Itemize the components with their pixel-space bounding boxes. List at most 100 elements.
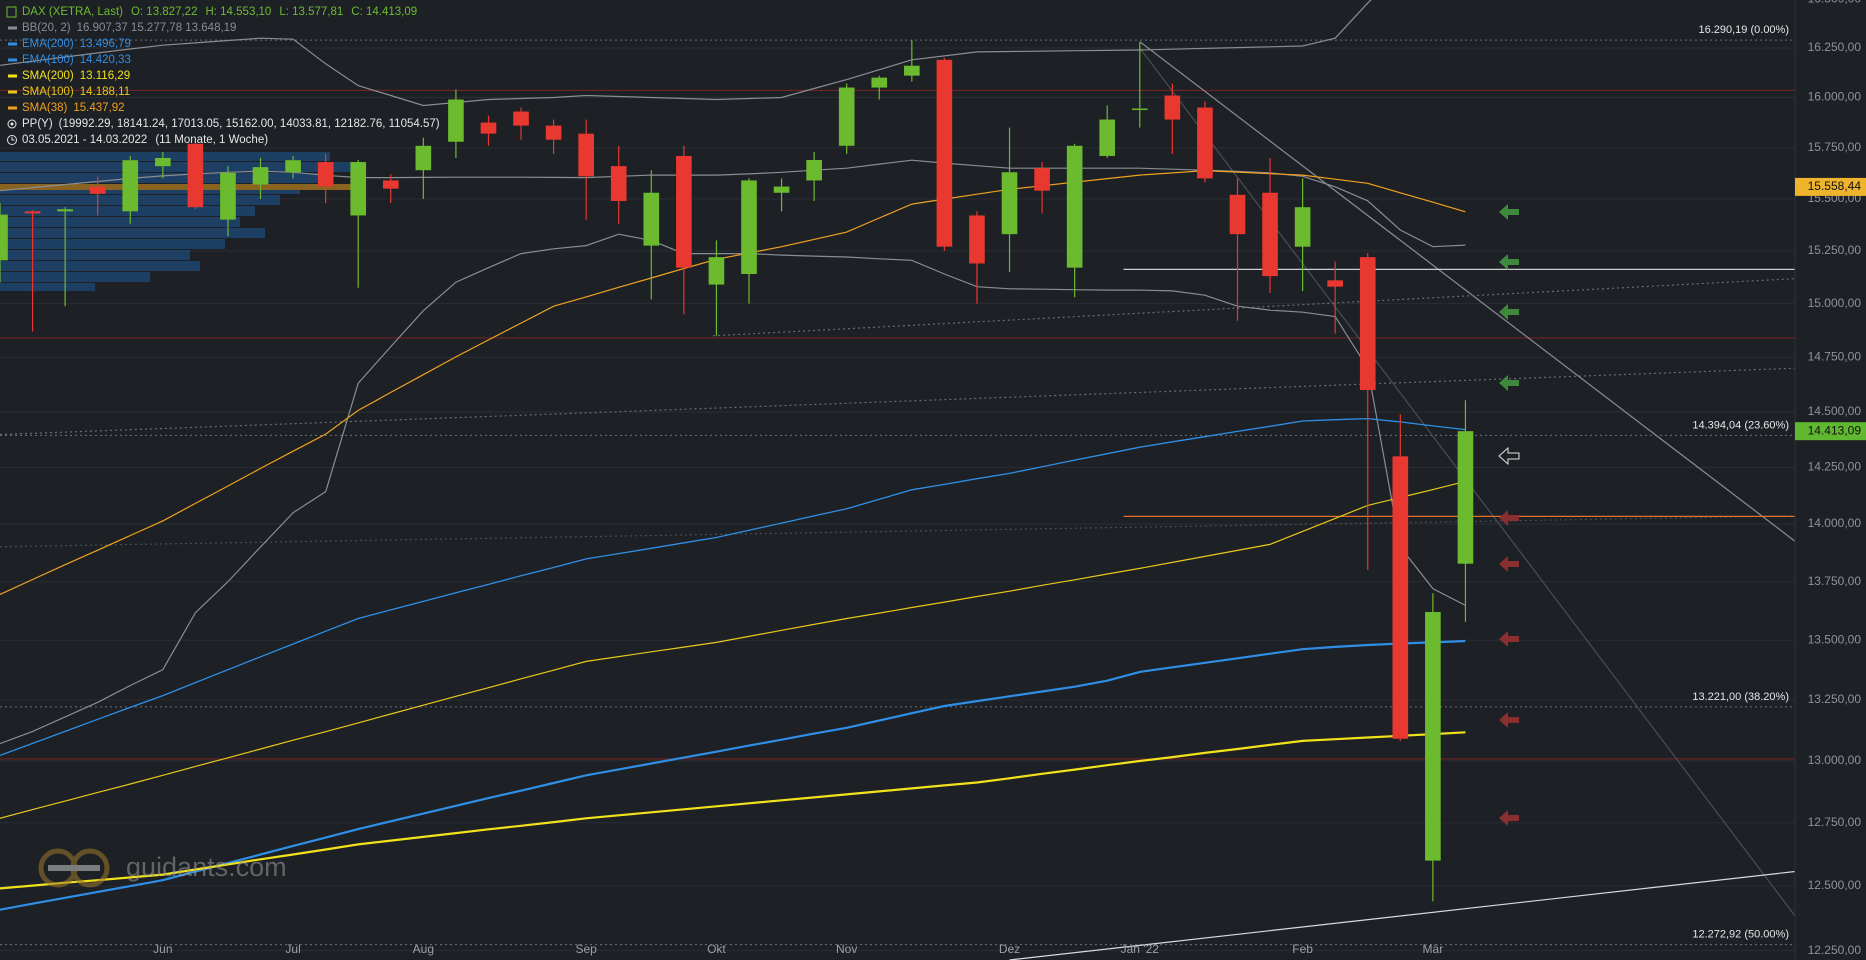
profile-bar <box>0 261 200 271</box>
candle-body <box>741 180 757 274</box>
profile-bar <box>0 272 150 282</box>
legend-swatch <box>8 26 17 30</box>
arrow-down-signal <box>1499 556 1519 572</box>
candle-body <box>1229 194 1246 235</box>
candle-body <box>24 211 41 214</box>
ma-line <box>0 639 1466 911</box>
legend-row: SMA(100) 14.188,11 <box>22 86 130 98</box>
legend-text: SMA(200) <box>22 70 74 82</box>
x-tick-label: Nov <box>836 942 857 956</box>
candle-body <box>1425 611 1441 861</box>
price-tag-label: 15.558,44 <box>1808 179 1862 193</box>
arrow-down-signal <box>1499 712 1519 728</box>
ma-line <box>0 417 1466 757</box>
candle-body <box>480 122 497 134</box>
candle-body <box>1262 192 1278 277</box>
candle-body <box>0 214 8 261</box>
legend-row: DAX (XETRA, Last) O: 13.827,22 H: 14.553,1… <box>22 6 417 18</box>
candle-body <box>1066 145 1083 268</box>
watermark: guidants.com <box>38 848 287 888</box>
fib-label: 14.394,04 (23.60%) <box>1692 419 1789 431</box>
legend-text: (19992.29, 18141.24, 17013.05, 15162.00,… <box>59 118 440 130</box>
legend-icon <box>7 119 17 129</box>
profile-bar <box>0 283 95 291</box>
candle-body <box>1294 207 1311 247</box>
candle-body <box>155 157 171 167</box>
candle-body <box>1034 168 1050 191</box>
legend-text: BB(20, 2) <box>22 22 71 34</box>
legend-text: PP(Y) <box>22 118 53 130</box>
candle-body <box>57 209 73 212</box>
trendline <box>713 278 1796 337</box>
candle-body <box>904 65 920 76</box>
candle-body <box>1327 280 1343 287</box>
x-tick-label: Feb <box>1292 942 1313 956</box>
ma-line <box>0 480 1466 819</box>
legend-swatch <box>8 58 17 62</box>
candle-body <box>676 155 692 268</box>
x-tick-label: Jan '22 <box>1121 942 1160 956</box>
candle-body <box>1457 431 1474 564</box>
fib-label: 13.221,00 (38.20%) <box>1692 691 1789 703</box>
legend-text: H: 14.553,10 <box>205 6 271 18</box>
legend-text: 13.116,29 <box>80 70 130 82</box>
fib-label: 16.290,19 (0.00%) <box>1698 24 1789 36</box>
ma-line <box>0 731 1466 890</box>
candle-body <box>1001 172 1018 235</box>
logo-bar <box>48 865 100 871</box>
x-tick-label: Mär <box>1423 942 1444 956</box>
y-tick-label: 14.250,00 <box>1808 460 1862 474</box>
candle-body <box>187 143 204 208</box>
watermark-text: guidants.com <box>126 852 287 882</box>
profile-poc <box>0 184 360 190</box>
candle-body <box>122 160 139 212</box>
candle-body <box>969 215 985 264</box>
arrow-down-signal <box>1499 810 1519 826</box>
legend-text: C: 14.413,09 <box>351 6 417 18</box>
candle-body <box>1197 107 1213 179</box>
price-tag <box>1795 422 1866 441</box>
y-tick-label: 14.000,00 <box>1808 516 1862 530</box>
legend-text: 14.420,33 <box>80 54 131 66</box>
candle-body <box>708 257 725 285</box>
candle-body <box>806 160 822 181</box>
legend-text: 14.188,11 <box>80 86 130 98</box>
y-tick-label: 16.500,00 <box>1808 0 1862 5</box>
candle-body <box>382 180 399 189</box>
y-tick-label: 15.250,00 <box>1808 243 1862 257</box>
legend-icon <box>7 135 17 145</box>
legend-swatch <box>8 106 17 110</box>
legend-row: 03.05.2021 - 14.03.2022 (11 Monate, 1 Woc… <box>22 134 268 146</box>
price-tag-label: 14.413,09 <box>1808 423 1862 437</box>
arrow-up-signal <box>1499 204 1519 220</box>
candle-body <box>285 160 301 173</box>
y-tick-label: 12.250,00 <box>1808 943 1862 957</box>
y-tick-label: 13.750,00 <box>1808 574 1862 588</box>
candle-body <box>89 186 106 194</box>
ma-line <box>0 169 1466 595</box>
legend-text: SMA(38) <box>22 102 68 114</box>
candle-body <box>513 111 529 126</box>
arrow-up-signal <box>1499 254 1519 270</box>
legend-row: SMA(38) 15.437,92 <box>22 102 125 114</box>
profile-bar <box>0 217 240 227</box>
candle-body <box>350 162 367 216</box>
bollinger-lower <box>0 233 1466 745</box>
arrow-down-signal <box>1499 631 1519 647</box>
candle-body <box>252 167 269 185</box>
legend-swatch <box>8 90 17 94</box>
candle-body <box>317 162 334 187</box>
candle-body <box>936 59 953 247</box>
y-tick-label: 13.500,00 <box>1808 632 1862 646</box>
y-tick-label: 12.500,00 <box>1808 878 1862 892</box>
legend-row: EMA(100) 14.420,33 <box>22 54 131 66</box>
legend-text: (11 Monate, 1 Woche) <box>155 134 268 146</box>
trendline <box>1009 870 1796 960</box>
legend-swatch <box>8 74 17 78</box>
legend-icon <box>6 6 17 18</box>
x-tick-label: Sep <box>575 942 597 956</box>
legend-text: O: 13.827,22 <box>131 6 198 18</box>
y-tick-label: 15.750,00 <box>1808 140 1862 154</box>
